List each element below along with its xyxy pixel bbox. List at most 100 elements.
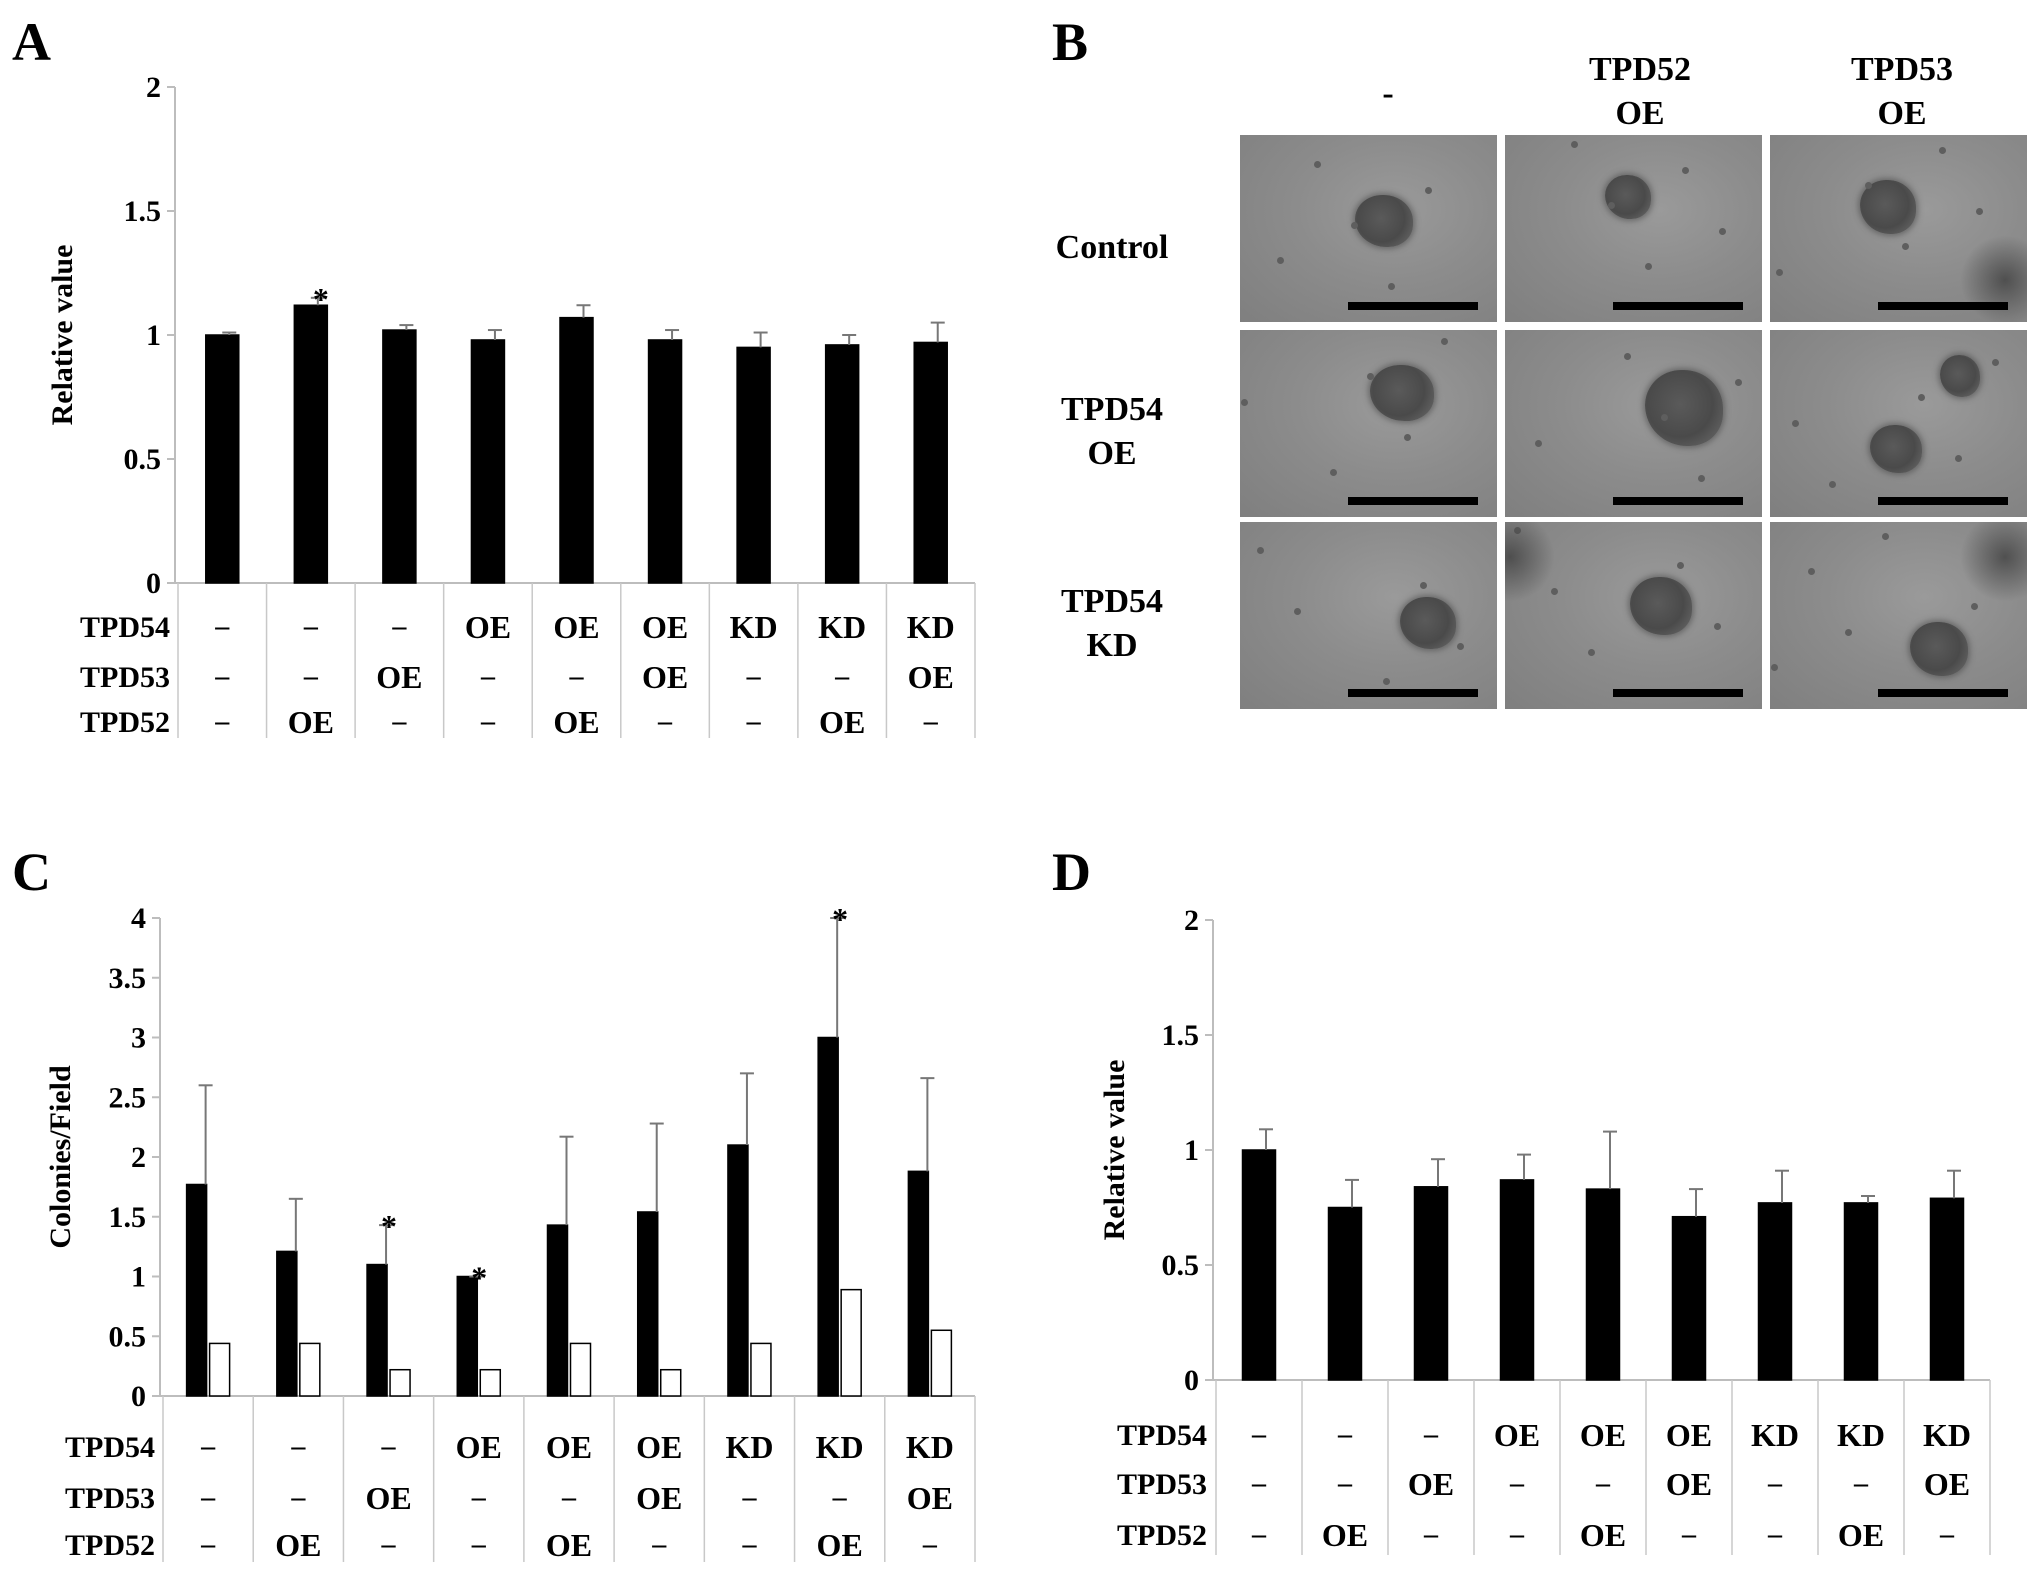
y-tick-label: 0.5 [124, 443, 162, 476]
condition-cell: OE [1580, 1517, 1626, 1553]
debris-speck [1776, 269, 1783, 276]
bar-secondary [569, 1342, 592, 1397]
debris-speck [1735, 379, 1742, 386]
significance-asterisk: * [471, 1260, 487, 1296]
micrograph-image [1770, 522, 2027, 709]
scale-bar [1348, 689, 1478, 697]
column-header: TPD53 [1851, 51, 1953, 88]
scale-bar [1878, 689, 2008, 697]
debris-speck [1588, 649, 1595, 656]
y-tick-label: 1.5 [124, 195, 162, 228]
debris-speck [1551, 588, 1558, 595]
micrograph-background [1770, 330, 2027, 517]
debris-speck [1294, 608, 1301, 615]
panel-label-b: B [1052, 12, 1088, 72]
debris-speck [1714, 623, 1721, 630]
debris-speck [1420, 582, 1427, 589]
condition-cell: KD [1837, 1417, 1885, 1453]
bar-secondary [930, 1329, 953, 1397]
bar-primary [907, 1170, 930, 1397]
condition-dash: – [480, 661, 496, 692]
condition-dash: – [381, 1431, 397, 1462]
y-tick-label: 4 [131, 902, 146, 935]
bar-primary [1585, 1188, 1621, 1381]
bar-primary [1929, 1197, 1965, 1381]
colony-blob [1860, 180, 1916, 234]
panel-label-d: D [1052, 842, 1091, 902]
condition-cell: KD [730, 609, 778, 645]
y-tick-label: 1 [146, 319, 161, 352]
condition-dash: – [1423, 1419, 1439, 1450]
condition-cell: KD [818, 609, 866, 645]
condition-row-label: TPD54 [1117, 1419, 1207, 1452]
condition-dash: – [200, 1529, 216, 1560]
condition-cell: OE [642, 659, 688, 695]
debris-speck [1719, 228, 1726, 235]
bar-primary [1241, 1149, 1277, 1381]
condition-cell: OE [365, 1480, 411, 1516]
bar-secondary [659, 1368, 682, 1397]
condition-dash: – [923, 706, 939, 737]
condition-cell: OE [456, 1429, 502, 1465]
condition-cell: OE [275, 1527, 321, 1563]
bar-primary [559, 316, 594, 584]
micrograph-background [1505, 330, 1762, 517]
condition-dash: – [200, 1431, 216, 1462]
condition-dash: – [290, 1482, 306, 1513]
condition-dash: – [471, 1482, 487, 1513]
condition-cell: OE [553, 704, 599, 740]
micrograph-image [1505, 135, 1762, 322]
bar-primary [647, 339, 683, 584]
debris-speck [1571, 141, 1578, 148]
micrograph-image [1240, 135, 1497, 322]
condition-dash: – [1251, 1468, 1267, 1499]
y-tick-label: 3 [131, 1022, 146, 1055]
condition-row-label: TPD54 [80, 611, 170, 644]
debris-speck [1771, 664, 1778, 671]
debris-speck [1457, 643, 1464, 650]
bar-primary [727, 1144, 749, 1397]
debris-speck [1383, 678, 1390, 685]
y-tick-label: 1.5 [1162, 1019, 1200, 1052]
debris-speck [1992, 359, 1999, 366]
bar-secondary [208, 1342, 231, 1397]
condition-cell: OE [546, 1429, 592, 1465]
chart-d: 0 0.5 1 1.5 2 Relative value TPD54 – – – OE OE OE KD K… [1098, 904, 1991, 1555]
y-tick-label: 2 [131, 1141, 146, 1174]
condition-cell: KD [1751, 1417, 1799, 1453]
condition-cell: KD [1923, 1417, 1971, 1453]
column-header: TPD52 [1589, 51, 1691, 88]
bar-secondary [750, 1342, 772, 1397]
row-header: TPD54 [1061, 583, 1163, 620]
condition-dash: – [1251, 1519, 1267, 1550]
condition-dash: – [471, 1529, 487, 1560]
debris-speck [1441, 338, 1448, 345]
bar-primary [456, 1275, 479, 1397]
condition-dash: – [290, 1431, 306, 1462]
debris-speck [1608, 202, 1615, 209]
condition-dash: – [1681, 1519, 1697, 1550]
row-header: KD [1087, 627, 1138, 664]
debris-speck [1971, 603, 1978, 610]
debris-speck [1792, 420, 1799, 427]
bar-primary [1671, 1215, 1707, 1381]
colony-blob [1910, 622, 1968, 676]
debris-speck [1865, 182, 1872, 189]
micrograph-image [1240, 330, 1497, 517]
condition-dash: – [1767, 1468, 1783, 1499]
chart-c: 0 0.5 1 1.5 2 2.5 3 3.5 4 Colonies/Field * * * TPD54 –… [44, 901, 976, 1563]
condition-dash: – [657, 706, 673, 737]
condition-cell: OE [817, 1527, 863, 1563]
bar-primary [1499, 1179, 1535, 1381]
micrograph-image [1505, 330, 1762, 517]
bar-primary [636, 1211, 659, 1397]
condition-dash: – [1337, 1468, 1353, 1499]
condition-dash: – [569, 661, 585, 692]
condition-cell: OE [819, 704, 865, 740]
colony-blob [1645, 370, 1723, 446]
condition-cell: OE [465, 609, 511, 645]
condition-dash: – [1337, 1419, 1353, 1450]
bar-primary [366, 1263, 388, 1397]
condition-row-label: TPD52 [80, 706, 170, 739]
